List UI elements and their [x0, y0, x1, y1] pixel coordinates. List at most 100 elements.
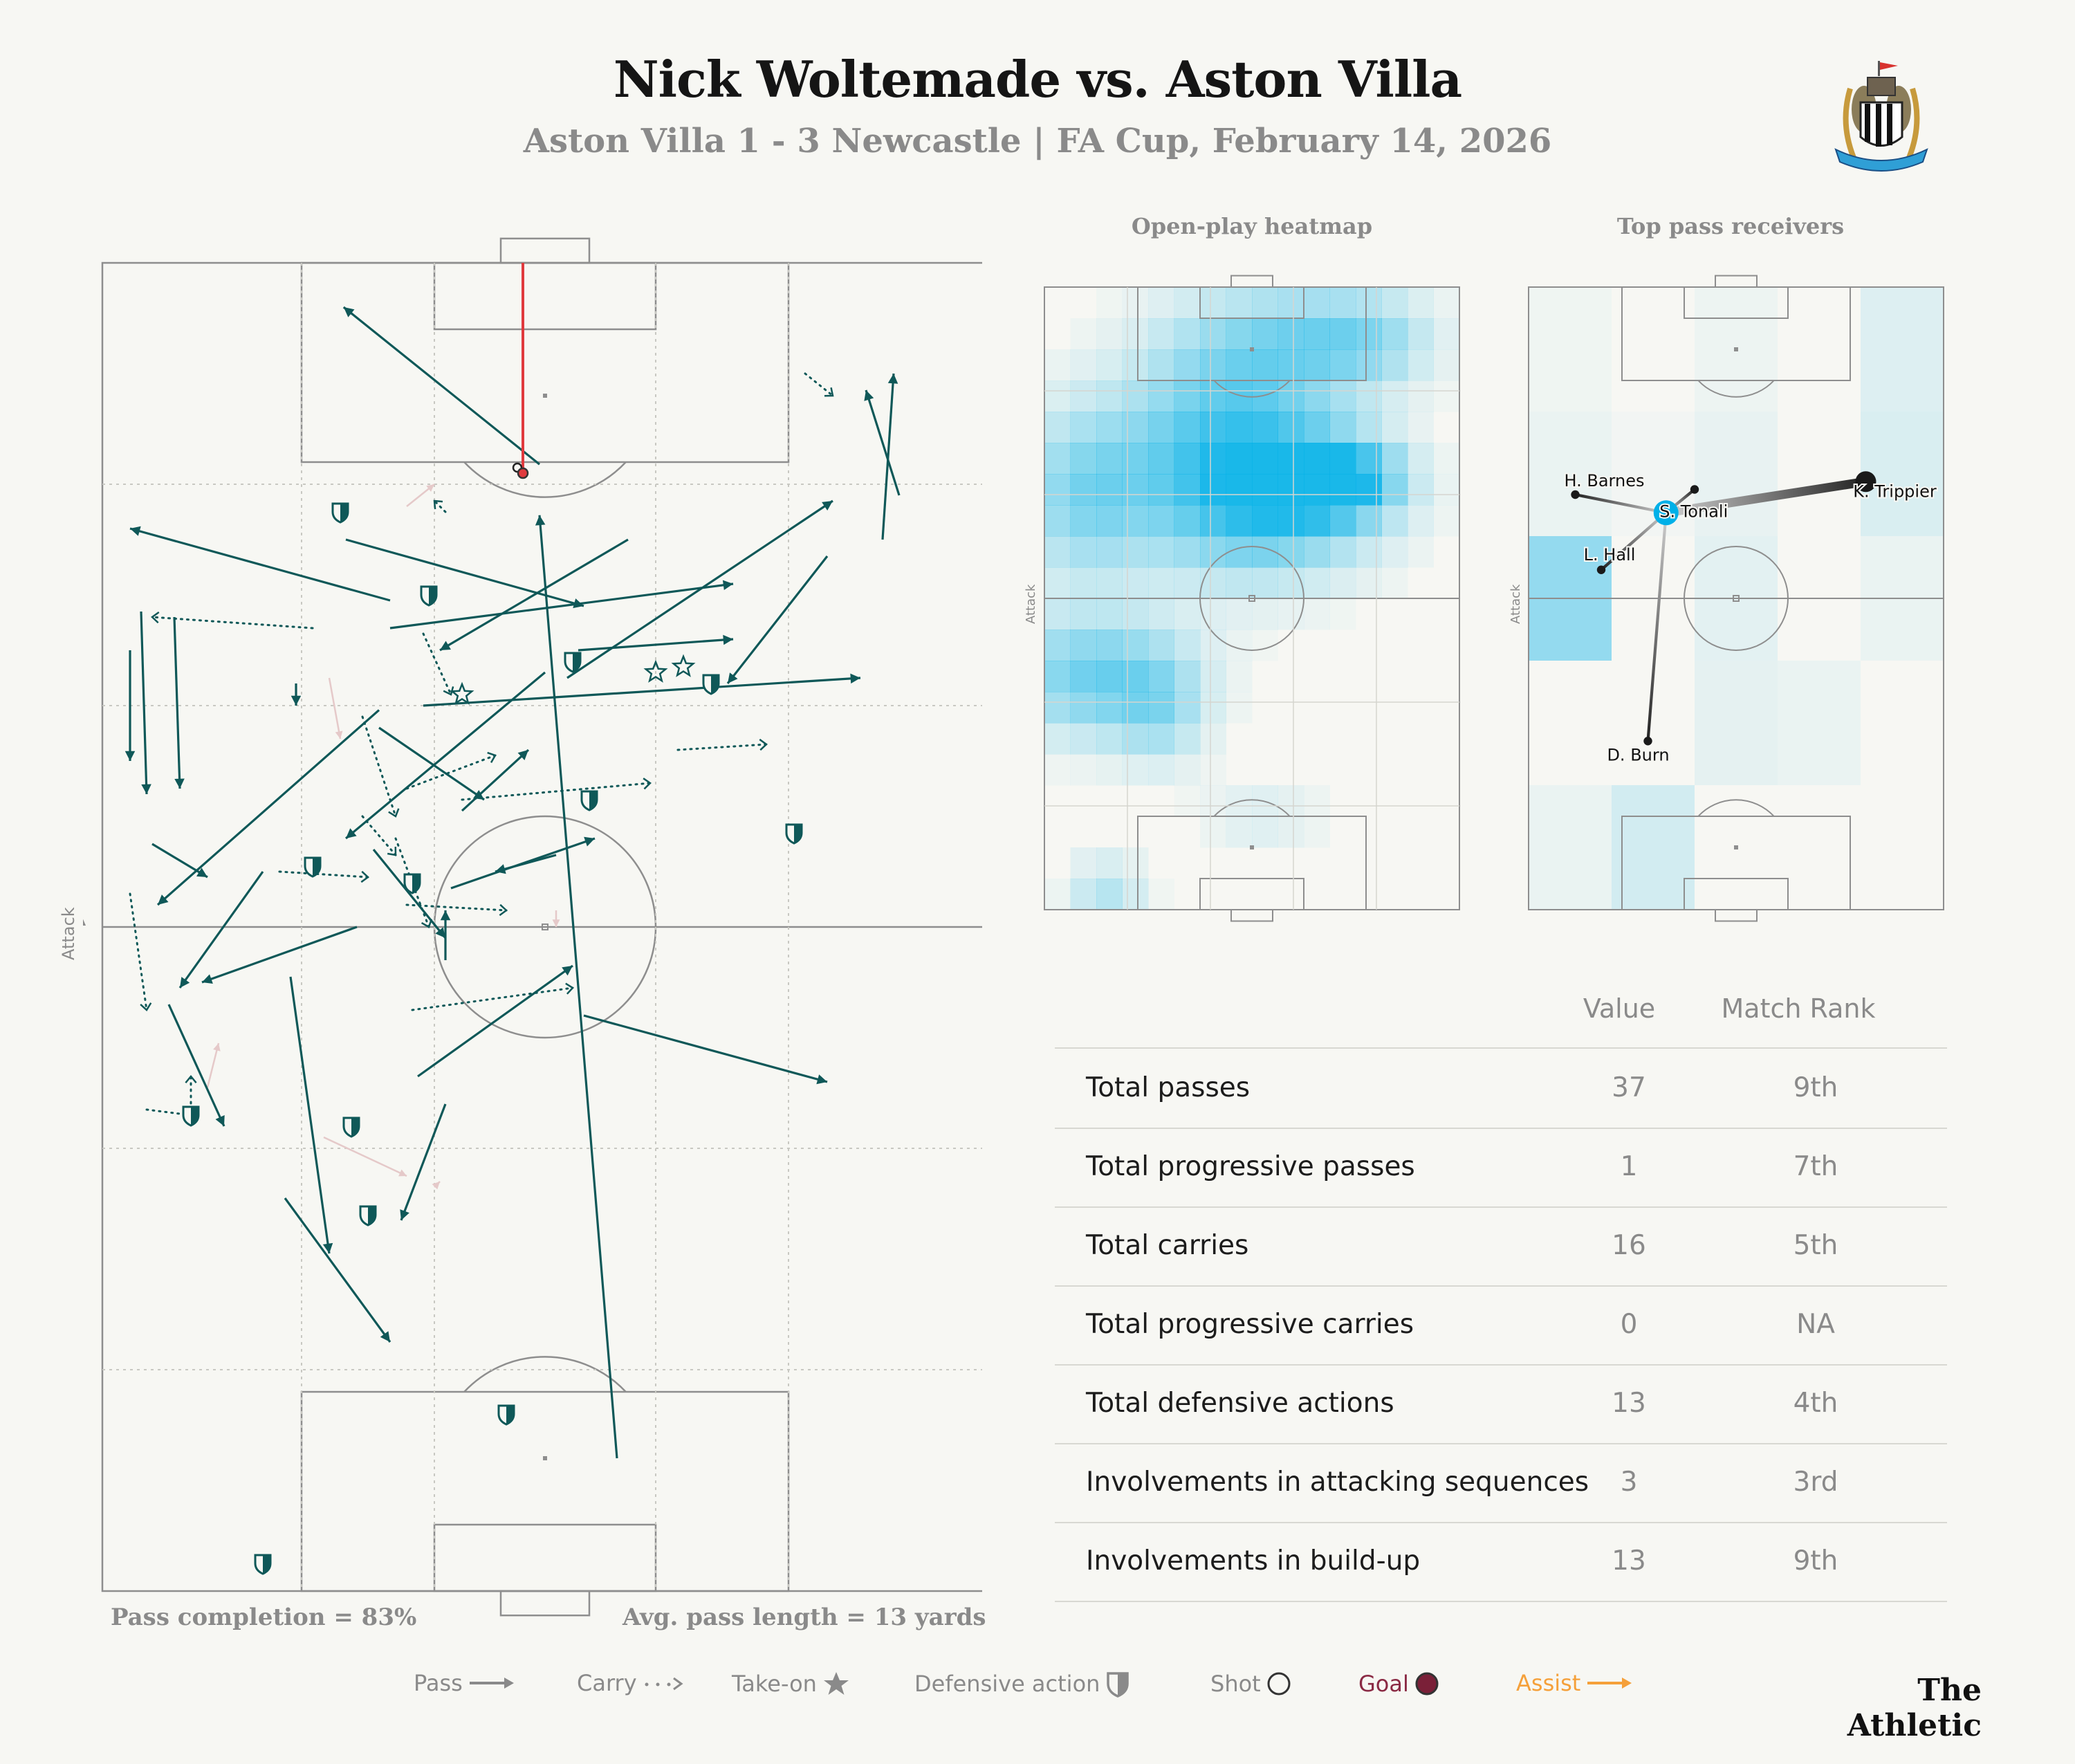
heatmap-cell	[1278, 287, 1304, 319]
pass	[583, 1014, 828, 1083]
heatmap-cell	[1200, 474, 1226, 506]
heatmap-cell	[1381, 412, 1408, 443]
heatmap-cell	[1148, 349, 1174, 381]
carry	[361, 815, 397, 856]
heatmap-cell	[1122, 879, 1149, 910]
defensive-action-shield-icon	[254, 1554, 272, 1575]
heatmap-cell	[1381, 287, 1408, 319]
stats-row-label: Total progressive passes	[1086, 1151, 1415, 1182]
heatmap-cell	[1122, 847, 1149, 879]
carry-arrowhead	[487, 751, 497, 764]
heatmap-cell	[1070, 412, 1097, 443]
heatmap-cell	[1044, 630, 1071, 661]
heatmap-cell	[1044, 349, 1071, 381]
heatmap-cell	[1148, 692, 1174, 724]
heatmap-cell	[1096, 443, 1123, 475]
heatmap-pitch	[1044, 275, 1460, 922]
pass-arrowhead	[141, 784, 151, 794]
heatmap-cell	[1148, 318, 1174, 350]
receiver-label: K. Trippier	[1853, 481, 1937, 501]
heatmap-cell	[1252, 412, 1278, 443]
heatmap-cell	[1122, 412, 1149, 443]
heatmap-cell	[1252, 816, 1278, 848]
stats-row-value: 16	[1612, 1230, 1646, 1261]
heatmap-cell	[1070, 536, 1097, 568]
receiver-label: H. Barnes	[1565, 471, 1645, 490]
pass-arrowhead	[517, 750, 528, 760]
heatmap-cell	[1096, 847, 1123, 879]
pass	[461, 748, 530, 812]
pass	[151, 843, 208, 879]
pass-arrowhead	[864, 390, 874, 401]
legend-carry-label: Carry	[577, 1670, 637, 1696]
penalty-spot-bottom	[1734, 845, 1738, 849]
legend-goal-label: Goal	[1358, 1671, 1409, 1697]
stats-row-value: 0	[1620, 1309, 1638, 1340]
carry	[804, 372, 834, 397]
heatmap-cell	[1174, 723, 1201, 755]
heatmap-cell	[1381, 380, 1408, 412]
heatmap-cell	[1070, 723, 1097, 755]
heatmap-cell	[1122, 598, 1149, 630]
pass	[178, 871, 264, 989]
pass	[726, 555, 829, 684]
receiver-zone	[1529, 412, 1612, 536]
carry	[676, 743, 768, 751]
carry-arrowhead	[759, 738, 768, 751]
heatmap-cell	[1174, 412, 1201, 443]
pass	[129, 527, 391, 602]
heatmap-cell	[1226, 318, 1253, 350]
heatmap-cell	[1096, 412, 1123, 443]
heatmap-cell	[1148, 598, 1174, 630]
receiver-zone	[1778, 661, 1861, 785]
heatmap-cell	[1044, 692, 1071, 724]
heatmap-cell	[1096, 879, 1123, 910]
heatmap-cell	[1122, 443, 1149, 475]
carry	[405, 754, 497, 790]
receiver-marks: K. Trippier H. Barnes L. Hall D. Burn S. Ton…	[1563, 470, 1938, 766]
pass	[881, 373, 895, 540]
heatmap-cell	[1278, 443, 1304, 475]
pass-arrowhead	[440, 641, 451, 650]
defensive-action-shield-icon	[497, 1404, 515, 1426]
carry-arrow-icon	[645, 1677, 683, 1691]
heatmap-cell	[1329, 536, 1356, 568]
receiver-link	[1575, 493, 1667, 515]
heatmap-cell	[1356, 349, 1382, 381]
heatmap-cell	[1381, 443, 1408, 475]
heatmap-cell	[1070, 474, 1097, 506]
heatmap-cells	[1044, 287, 1460, 910]
heatmap-cell	[1408, 287, 1434, 319]
legend-carry: Carry	[577, 1670, 684, 1696]
heatmap-cell	[1070, 349, 1097, 381]
stats-row-label: Total defensive actions	[1086, 1388, 1394, 1419]
heatmap-cell	[1408, 412, 1434, 443]
receiver-link	[1646, 513, 1668, 742]
heatmap-cell	[1252, 349, 1278, 381]
receiver-link	[1665, 477, 1867, 517]
stats-row-value: 1	[1620, 1151, 1638, 1182]
carry	[405, 903, 508, 912]
heatmap-cell	[1226, 412, 1253, 443]
heatmap-cell	[1200, 816, 1226, 848]
legend-pass: Pass	[414, 1670, 517, 1696]
heatmap-cell	[1278, 816, 1304, 848]
heatmap-cell	[1304, 412, 1330, 443]
pass-arrowhead	[435, 927, 445, 938]
pass	[538, 515, 618, 1459]
defensive-action-shield-icon	[785, 823, 803, 845]
heatmap-cell	[1174, 661, 1201, 692]
heatmap-cell	[1096, 630, 1123, 661]
carry	[461, 782, 652, 801]
pass	[289, 976, 331, 1254]
pass-faded-arrowhead	[432, 1182, 440, 1190]
heatmap-cell	[1200, 380, 1226, 412]
pass	[417, 964, 573, 1078]
receiver-zone	[1695, 412, 1778, 536]
heatmap-cell	[1096, 661, 1123, 692]
legend-shot: Shot	[1210, 1670, 1294, 1698]
pass-arrowhead	[215, 1115, 225, 1126]
stats-row-label: Total carries	[1086, 1230, 1249, 1261]
pass	[578, 638, 734, 652]
